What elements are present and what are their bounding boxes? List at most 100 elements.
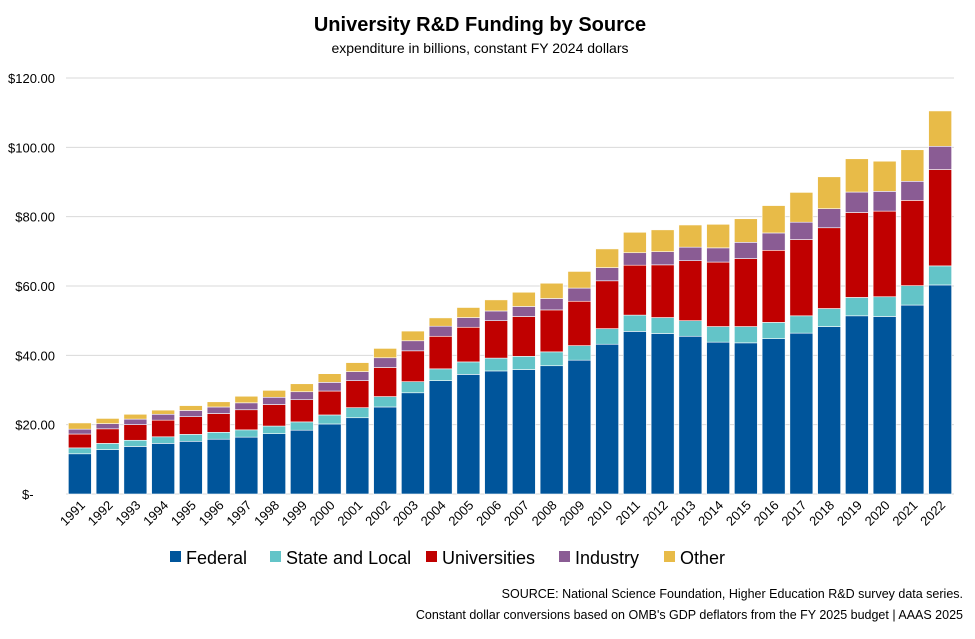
x-tick-label: 2014: [695, 498, 726, 529]
bar-segment-state-and-local: [456, 361, 481, 375]
bar-segment-federal: [789, 332, 814, 495]
bar-segment-other: [872, 160, 897, 192]
bar-segment-other: [900, 149, 925, 182]
bar-segment-industry: [373, 357, 397, 368]
bar-segment-federal: [401, 392, 425, 495]
x-tick-label: 2017: [778, 498, 809, 529]
legend-swatch: [559, 551, 570, 562]
bar-segment-universities: [262, 404, 286, 427]
x-tick-label: 2020: [862, 498, 893, 529]
bar-segment-other: [206, 401, 231, 408]
x-tick-label: 2016: [751, 498, 782, 529]
bar-segment-universities: [789, 239, 814, 317]
bar-segment-other: [179, 405, 203, 411]
bar-segment-universities: [706, 261, 730, 327]
bar-segment-state-and-local: [900, 285, 925, 306]
bar-segment-industry: [179, 410, 203, 417]
x-tick-label: 1995: [168, 498, 199, 529]
bar-segment-other: [845, 158, 869, 193]
bar-segment-federal: [95, 449, 120, 495]
bar-segment-universities: [234, 409, 259, 431]
legend-swatch: [270, 551, 281, 562]
x-tick-label: 2018: [806, 498, 837, 529]
bar-segment-industry: [928, 145, 952, 170]
bar-segment-federal: [900, 304, 925, 495]
x-tick-label: 1994: [140, 498, 171, 529]
legend-swatch: [664, 551, 675, 562]
bar-segment-industry: [290, 391, 314, 401]
x-tick-label: 1993: [112, 498, 143, 529]
bar-segment-industry: [68, 428, 92, 435]
bar-segment-state-and-local: [539, 351, 564, 367]
bar-segment-universities: [95, 428, 120, 444]
bar-segment-industry: [123, 418, 148, 425]
bar-segment-federal: [345, 417, 370, 495]
bar-segment-other: [428, 317, 453, 327]
bar-segment-universities: [456, 326, 481, 363]
legend-label: Federal: [186, 548, 247, 568]
chart-title: University R&D Funding by Source: [314, 14, 646, 36]
bar-segment-federal: [872, 316, 897, 495]
bar-segment-universities: [290, 399, 314, 423]
bar-segment-industry: [734, 242, 758, 259]
x-tick-label: 2013: [667, 498, 698, 529]
bar-segment-federal: [734, 342, 758, 495]
bar-segment-universities: [539, 309, 564, 353]
bar-segment-federal: [428, 380, 453, 495]
source-line-1: SOURCE: National Science Foundation, Hig…: [502, 587, 963, 601]
y-tick-label: $20.00: [15, 418, 55, 433]
bar-segment-other: [68, 422, 92, 430]
bar-segment-universities: [401, 350, 425, 382]
bar-segment-state-and-local: [706, 326, 730, 343]
bar-segment-state-and-local: [95, 443, 120, 450]
bar-segment-state-and-local: [290, 421, 314, 431]
legend-swatch: [426, 551, 437, 562]
bar-segment-industry: [456, 317, 481, 328]
bar-segment-state-and-local: [373, 396, 397, 408]
bar-segment-state-and-local: [345, 407, 370, 419]
bar-segment-universities: [179, 416, 203, 435]
bar-segment-state-and-local: [512, 356, 536, 370]
bar-segment-state-and-local: [123, 439, 148, 447]
bar-segment-universities: [761, 249, 786, 323]
y-tick-label: $40.00: [15, 348, 55, 363]
bar-segment-universities: [567, 300, 592, 346]
x-tick-label: 2012: [640, 498, 671, 529]
bar-segment-industry: [789, 221, 814, 240]
bar-segment-other: [734, 218, 758, 243]
bar-segment-industry: [539, 298, 564, 311]
y-tick-label: $80.00: [15, 210, 55, 225]
bar-segment-federal: [623, 331, 647, 495]
bar-segment-state-and-local: [567, 345, 592, 361]
bar-segment-other: [484, 299, 508, 312]
bar-segment-federal: [761, 338, 786, 495]
bar-segment-industry: [206, 406, 231, 414]
bar-segment-industry: [401, 340, 425, 352]
x-tick-label: 2006: [473, 498, 504, 529]
legend-label: Industry: [575, 548, 639, 568]
bar-segment-industry: [567, 287, 592, 302]
bar-segment-universities: [872, 210, 897, 298]
bar-segment-state-and-local: [928, 265, 952, 286]
bar-segment-other: [567, 271, 592, 289]
bar-segment-federal: [595, 343, 619, 495]
x-tick-label: 1997: [223, 498, 254, 529]
bar-segment-industry: [151, 413, 175, 421]
bar-segment-state-and-local: [761, 322, 786, 339]
bar-segment-federal: [206, 438, 231, 495]
bar-segment-other: [817, 176, 841, 209]
bar-segment-state-and-local: [845, 297, 869, 317]
bar-segment-universities: [484, 320, 508, 359]
bar-segment-other: [95, 418, 120, 424]
bar-segment-industry: [428, 325, 453, 337]
x-tick-label: 2009: [556, 498, 587, 529]
bar-segment-industry: [706, 247, 730, 263]
bar-segment-other: [262, 390, 286, 398]
bar-segment-industry: [512, 306, 536, 317]
bar-segment-industry: [761, 232, 786, 251]
bar-segment-state-and-local: [872, 296, 897, 317]
bar-segment-state-and-local: [789, 315, 814, 334]
bar-segment-state-and-local: [428, 368, 453, 381]
y-tick-label: $100.00: [8, 140, 55, 155]
